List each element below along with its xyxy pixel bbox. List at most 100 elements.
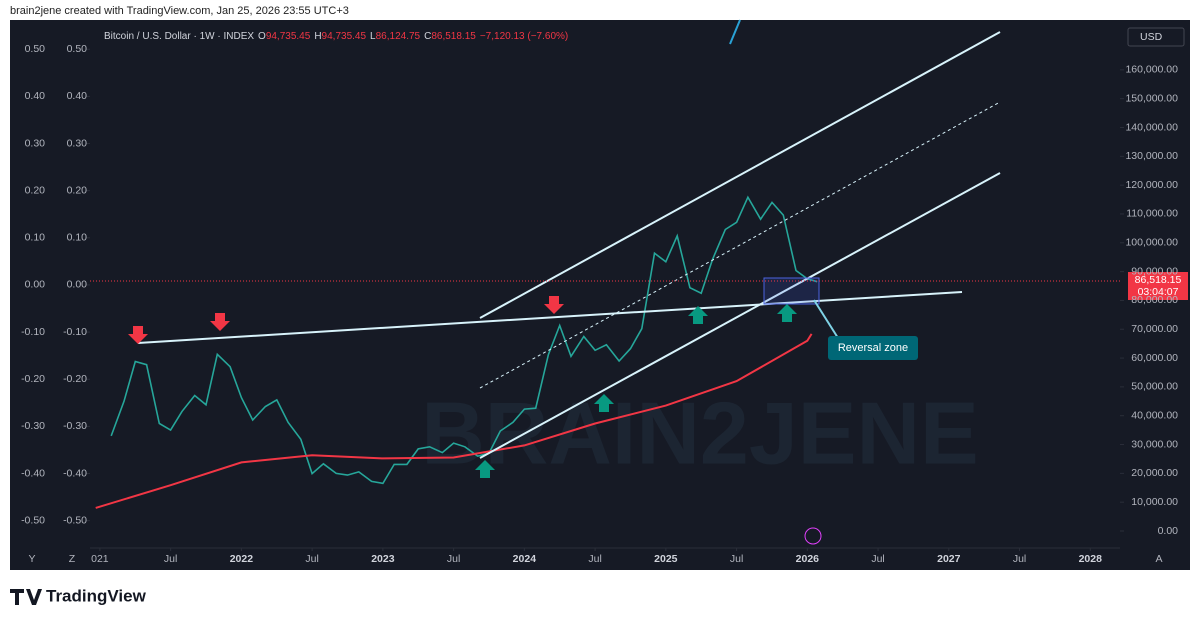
y2-tick-label: -0.20	[63, 373, 87, 385]
ohlc-value: 94,735.45	[322, 31, 367, 42]
price-label: 86,518.15	[1135, 274, 1182, 286]
y-tick-label: 30,000.00	[1131, 438, 1178, 450]
caption: brain2jene created with TradingView.com,…	[10, 5, 349, 17]
ohlc-key: L	[370, 31, 376, 42]
y2-tick-label: -0.10	[63, 326, 87, 338]
plot	[86, 48, 1124, 551]
legend: Bitcoin / U.S. Dollar · 1W · INDEX O94,73…	[104, 31, 568, 42]
channel-mid	[479, 101, 1001, 389]
y2-tick-label: -0.50	[21, 514, 45, 526]
arrow-up	[688, 306, 708, 324]
button[interactable]: Z	[69, 553, 76, 565]
zone-box	[763, 277, 820, 305]
y-tick-label: 120,000.00	[1125, 179, 1178, 191]
y2-tick-label: -0.50	[63, 514, 87, 526]
button[interactable]: A	[1155, 553, 1162, 565]
y-tick-label: 0.00	[1158, 525, 1179, 537]
ohlc-value: 86,124.75	[376, 31, 421, 42]
price-label-box	[1128, 272, 1188, 300]
y-tick-label: 10,000.00	[1131, 496, 1178, 508]
y-tick-label: 80,000.00	[1131, 294, 1178, 306]
y2-tick-label: -0.20	[21, 373, 45, 385]
y2-tick-label: -0.40	[21, 467, 45, 479]
y-tick-label: 50,000.00	[1131, 381, 1178, 393]
y2-tick-label: 0.00	[67, 279, 88, 291]
x-tick-label: 2024	[513, 553, 537, 565]
callout-line	[813, 299, 839, 339]
x-tick-label: 021	[91, 553, 109, 565]
arrow-down	[544, 296, 564, 314]
button[interactable]: Y	[28, 553, 35, 565]
watermark: BRAIN2JENE	[421, 383, 978, 482]
y2-tick-label: -0.40	[63, 467, 87, 479]
channel-top	[479, 31, 1001, 319]
countdown: 03:04:07	[1138, 286, 1179, 298]
ohlc-value: 94,735.45	[266, 31, 311, 42]
callout-box	[828, 336, 918, 360]
x-tick-label: 2026	[796, 553, 820, 565]
x-tick-label: 2023	[371, 553, 395, 565]
channel-bottom	[479, 172, 1001, 459]
y2-tick-label: 0.20	[67, 184, 88, 196]
x-tick-label: Jul	[1013, 553, 1026, 565]
y2-tick-label: 0.50	[25, 43, 46, 55]
x-tick-label: 2025	[654, 553, 678, 565]
x-tick-label: Jul	[871, 553, 884, 565]
y-tick-label: 60,000.00	[1131, 352, 1178, 364]
symbol: Bitcoin / U.S. Dollar · 1W · INDEX	[104, 31, 254, 42]
y2-tick-label: 0.20	[25, 184, 46, 196]
y-tick-label: 70,000.00	[1131, 323, 1178, 335]
y-tick-label: 90,000.00	[1131, 265, 1178, 277]
ohlc-key: C	[424, 31, 431, 42]
change: −7,120.13 (−7.60%)	[480, 31, 568, 42]
y2-tick-label: 0.10	[67, 232, 88, 244]
trend-line	[137, 291, 963, 344]
event-icon[interactable]	[804, 527, 822, 545]
x-tick-label: 2022	[230, 553, 254, 565]
brand-logo	[10, 589, 42, 605]
y-tick-label: 110,000.00	[1126, 208, 1178, 220]
arrow-down	[210, 313, 230, 331]
arrow-up	[475, 460, 495, 478]
x-tick-label: Jul	[447, 553, 460, 565]
y2-tick-label: -0.30	[21, 420, 45, 432]
x-tick-label: Jul	[305, 553, 318, 565]
y-tick-label: 140,000.00	[1125, 121, 1178, 133]
y2-tick-label: -0.10	[21, 326, 45, 338]
stray-line	[729, 19, 741, 45]
y-tick-label: 130,000.00	[1125, 150, 1178, 162]
arrows	[128, 296, 797, 478]
ohlc-key: O	[258, 31, 266, 42]
y2-tick-label: 0.30	[25, 137, 46, 149]
y2-tick-label: -0.30	[63, 420, 87, 432]
brand: TradingView	[46, 586, 147, 605]
x-tick-label: Jul	[164, 553, 177, 565]
y-tick-label: 150,000.00	[1125, 92, 1178, 104]
currency-box[interactable]	[1127, 27, 1185, 47]
x-tick-label: 2028	[1079, 553, 1103, 565]
x-tick-label: Jul	[730, 553, 743, 565]
arrow-up	[777, 304, 797, 322]
y2-tick-label: 0.40	[67, 90, 88, 102]
arrow-down	[128, 326, 148, 344]
moving-average	[95, 333, 813, 509]
y-tick-label: 20,000.00	[1131, 467, 1178, 479]
y-tick-label: 40,000.00	[1131, 409, 1178, 421]
annotation: Reversal zone	[838, 342, 908, 354]
y2-tick-label: 0.50	[67, 43, 88, 55]
y-tick-label: 100,000.00	[1125, 237, 1178, 249]
y2-tick-label: 0.30	[67, 137, 88, 149]
x-tick-label: Jul	[588, 553, 601, 565]
y2-tick-label: 0.10	[25, 232, 46, 244]
arrow-up	[594, 394, 614, 412]
currency[interactable]: USD	[1140, 31, 1163, 43]
chart-panel	[10, 20, 1190, 570]
price-line	[110, 195, 818, 485]
ohlc-key: H	[314, 31, 321, 42]
drawings	[137, 19, 1001, 459]
y-tick-label: 160,000.00	[1125, 64, 1178, 76]
y2-tick-label: 0.40	[25, 90, 46, 102]
x-tick-label: 2027	[937, 553, 961, 565]
